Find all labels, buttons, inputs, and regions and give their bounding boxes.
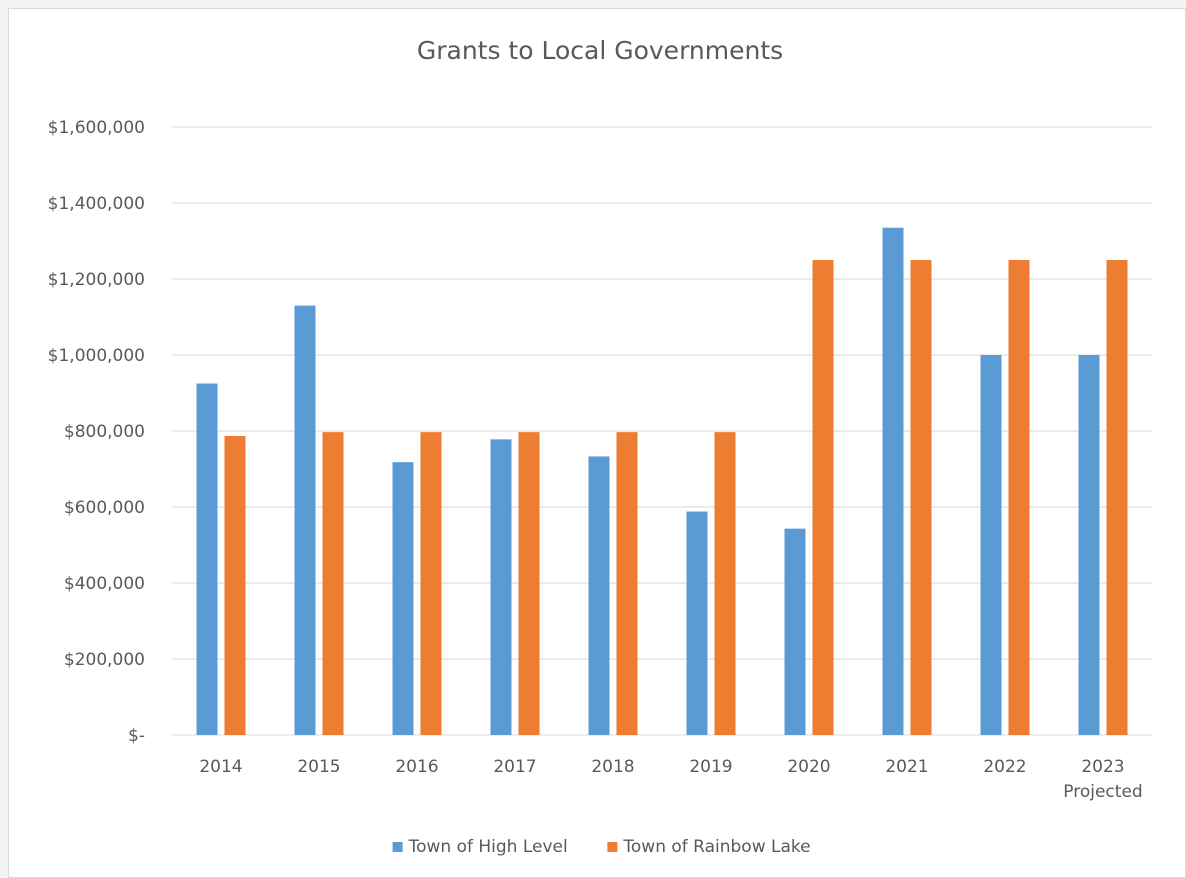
bar-town-of-rainbow-lake-2020 [812,260,834,735]
bar-town-of-high-level-2016 [392,462,414,735]
y-tick-label: $800,000 [64,422,145,442]
y-tick-label: $400,000 [64,574,145,594]
bar-town-of-rainbow-lake-2016 [420,432,442,735]
legend-label: Town of High Level [408,837,568,857]
bar-town-of-rainbow-lake-2017 [518,432,540,735]
y-tick-label: $1,400,000 [48,194,145,214]
x-tick-label: 2022 [983,757,1026,777]
y-tick-label: $600,000 [64,498,145,518]
bar-town-of-rainbow-lake-2019 [714,432,736,735]
bar-town-of-rainbow-lake-2021 [910,260,932,735]
bar-town-of-high-level-2023 [1078,355,1100,735]
y-axis: $- $200,000 $400,000 $600,000 $800,000 $1,000… [48,118,145,746]
x-tick-label: 2020 [787,757,830,777]
y-tick-label: $200,000 [64,650,145,670]
chart-title: Grants to Local Governments [417,36,783,65]
bar-town-of-high-level-2019 [686,511,708,735]
legend-label: Town of Rainbow Lake [622,837,810,857]
bar-town-of-high-level-2017 [490,439,512,735]
x-axis: 2014 2015 2016 2017 2018 2019 2020 2021 2022 2023… [199,757,1142,802]
x-tick-label: 2023 Projected [1063,757,1142,802]
y-tick-label: $1,200,000 [48,270,145,290]
y-tick-label: $1,600,000 [48,118,145,138]
bar-town-of-high-level-2020 [784,528,806,735]
bar-town-of-high-level-2015 [294,305,316,735]
bar-town-of-rainbow-lake-2022 [1008,260,1030,735]
x-tick-label: 2015 [297,757,340,777]
x-tick-label: 2014 [199,757,242,777]
bar-town-of-high-level-2021 [882,227,904,735]
x-tick-label: 2019 [689,757,732,777]
x-tick-label: 2016 [395,757,438,777]
legend-swatch [392,842,403,852]
bar-town-of-high-level-2018 [588,456,610,735]
bar-town-of-rainbow-lake-2015 [322,432,344,735]
x-tick-label: 2017 [493,757,536,777]
x-tick-label: 2018 [591,757,634,777]
gridlines [172,126,1152,736]
legend-swatch [607,842,618,852]
bar-town-of-high-level-2022 [980,355,1002,735]
bar-town-of-high-level-2014 [196,383,218,735]
bar-town-of-rainbow-lake-2018 [616,432,638,735]
bar-town-of-rainbow-lake-2023 [1106,260,1128,735]
legend: Town of High Level Town of Rainbow Lake [392,837,811,857]
bar-town-of-rainbow-lake-2014 [224,435,246,735]
y-tick-label: $1,000,000 [48,346,145,366]
bars [196,227,1128,735]
y-tick-label: $- [128,726,145,746]
x-tick-label: 2021 [885,757,928,777]
